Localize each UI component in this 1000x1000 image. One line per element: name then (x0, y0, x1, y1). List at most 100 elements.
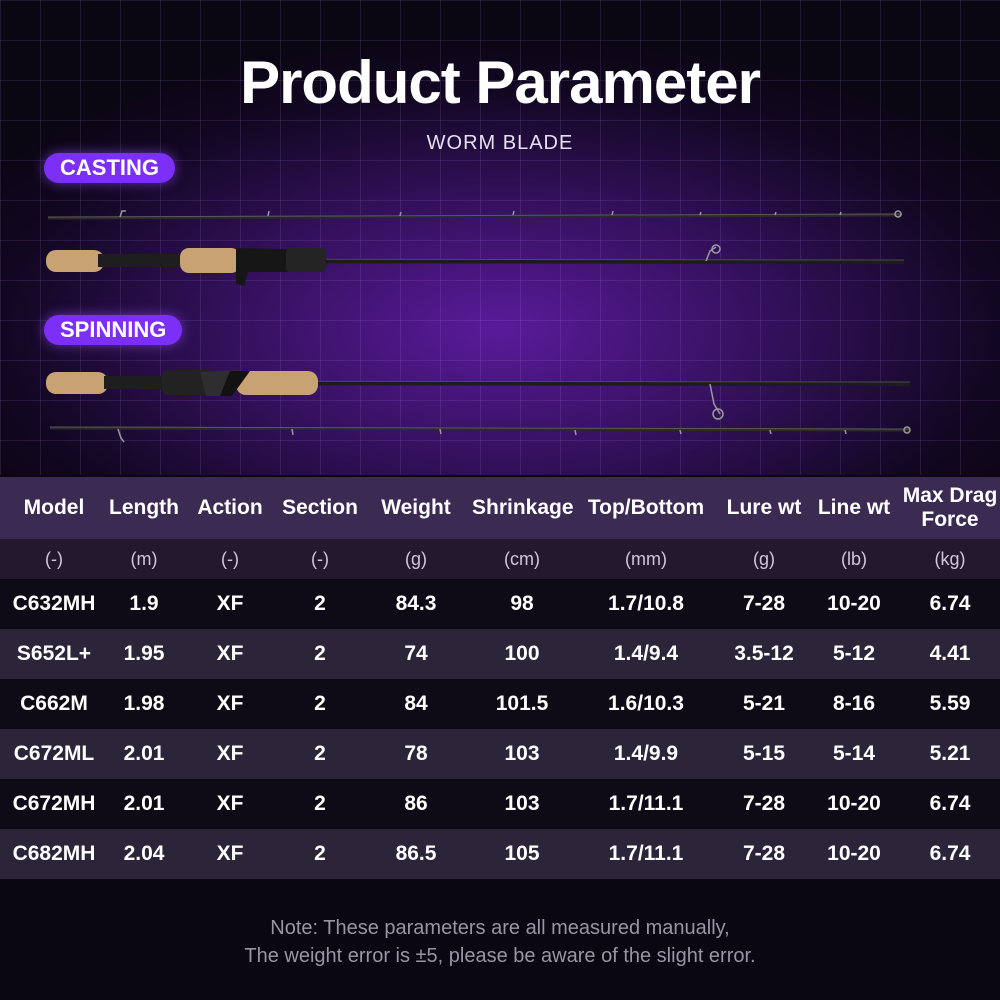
header-length: Length (109, 496, 179, 519)
cell-shrinkage: 103 (504, 792, 540, 815)
unit-line-wt: (lb) (841, 548, 867, 569)
cell-shrinkage: 105 (504, 842, 540, 865)
casting-rod-tip-section (47, 210, 903, 220)
cell-weight: 78 (404, 742, 428, 765)
cell-lure-wt: 7-28 (742, 842, 786, 865)
cell-action: XF (216, 842, 244, 865)
cell-weight: 74 (404, 642, 428, 665)
page-title: Product Parameter (240, 49, 761, 116)
header-line-wt: Line wt (817, 496, 891, 519)
unit-top-bottom: (mm) (625, 548, 667, 569)
cell-section: 2 (314, 642, 326, 665)
cell-top-bottom: 1.7/11.1 (608, 842, 684, 865)
casting-rod-butt-section (46, 244, 905, 286)
header-action: Action (197, 496, 263, 519)
cell-line-wt: 10-20 (827, 592, 881, 615)
cell-length: 2.04 (123, 842, 165, 865)
cell-line-wt: 5-14 (832, 742, 876, 765)
unit-max-drag-force: (kg) (934, 548, 966, 569)
cell-line-wt: 5-12 (832, 642, 876, 665)
cell-line-wt: 10-20 (827, 792, 881, 815)
cell-model: C682MH (12, 842, 96, 865)
cell-max-drag-force: 5.59 (929, 692, 971, 715)
cell-max-drag-force: 4.41 (929, 642, 971, 665)
cell-model: C672MH (12, 792, 96, 815)
cell-lure-wt: 7-28 (742, 792, 786, 815)
unit-section: (-) (311, 548, 329, 569)
header-top-bottom: Top/Bottom (587, 496, 705, 519)
header-shrinkage: Shrinkage (472, 496, 574, 519)
cell-section: 2 (314, 692, 326, 715)
table-row: C662M 1.98 XF 2 84 101.5 1.6/10.3 5-21 8… (0, 679, 1000, 729)
cell-lure-wt: 3.5-12 (734, 642, 794, 665)
background-grid (0, 0, 1000, 475)
cell-length: 1.9 (129, 592, 159, 615)
cell-section: 2 (314, 842, 326, 865)
cell-section: 2 (314, 742, 326, 765)
header-weight: Weight (381, 496, 451, 519)
cell-weight: 86 (404, 792, 428, 815)
cell-model: S652L+ (16, 642, 92, 665)
cell-top-bottom: 1.4/9.4 (613, 642, 679, 665)
cell-action: XF (216, 742, 244, 765)
unit-length: (m) (130, 548, 158, 569)
cell-model: C662M (20, 692, 88, 715)
cell-line-wt: 8-16 (832, 692, 876, 715)
table-row: C682MH 2.04 XF 2 86.5 105 1.7/11.1 7-28 … (0, 829, 1000, 879)
spinning-rod-butt-section (46, 370, 911, 420)
note-line-2: The weight error is ±5, please be aware … (244, 945, 756, 967)
cell-lure-wt: 7-28 (742, 592, 786, 615)
unit-shrinkage: (cm) (504, 548, 540, 569)
table-row: C672ML 2.01 XF 2 78 103 1.4/9.9 5-15 5-1… (0, 729, 1000, 779)
cell-section: 2 (314, 592, 326, 615)
table-row: C672MH 2.01 XF 2 86 103 1.7/11.1 7-28 10… (0, 779, 1000, 829)
hero-banner: Product Parameter WORM BLADE CASTING SPI… (0, 0, 1000, 475)
parameter-table: Model Length Action Section Weight Shrin… (0, 477, 1000, 879)
cell-shrinkage: 103 (504, 742, 540, 765)
cell-action: XF (216, 592, 244, 615)
cell-weight: 84.3 (395, 592, 437, 615)
spinning-rod-tip-section (49, 426, 911, 443)
cell-length: 1.98 (123, 692, 165, 715)
cell-lure-wt: 5-21 (742, 692, 786, 715)
cell-model: C672ML (13, 742, 95, 765)
cell-max-drag-force: 5.21 (929, 742, 971, 765)
cell-length: 1.95 (123, 642, 165, 665)
table-header-row: Model Length Action Section Weight Shrin… (0, 477, 1000, 539)
cell-weight: 84 (404, 692, 428, 715)
header-lure-wt: Lure wt (726, 496, 802, 519)
note-line-1: Note: These parameters are all measured … (270, 917, 730, 939)
cell-shrinkage: 100 (504, 642, 540, 665)
cell-line-wt: 10-20 (827, 842, 881, 865)
casting-tag: CASTING (44, 153, 175, 183)
unit-weight: (g) (405, 548, 427, 569)
cell-weight: 86.5 (395, 842, 437, 865)
spinning-tag: SPINNING (44, 315, 183, 345)
unit-lure-wt: (g) (753, 548, 775, 569)
rods-illustration (46, 210, 911, 443)
cell-action: XF (216, 692, 244, 715)
cell-top-bottom: 1.7/11.1 (608, 792, 684, 815)
header-section: Section (282, 496, 358, 519)
cell-model: C632MH (12, 592, 96, 615)
cell-length: 2.01 (123, 742, 165, 765)
cell-shrinkage: 98 (510, 592, 534, 615)
table-units-row: (-) (m) (-) (-) (g) (cm) (mm) (g) (lb) (… (0, 539, 1000, 579)
page-subtitle: WORM BLADE (426, 132, 574, 154)
cell-top-bottom: 1.4/9.9 (613, 742, 679, 765)
cell-action: XF (216, 642, 244, 665)
cell-top-bottom: 1.7/10.8 (608, 592, 684, 615)
unit-action: (-) (221, 548, 239, 569)
cell-max-drag-force: 6.74 (929, 842, 971, 865)
cell-lure-wt: 5-15 (742, 742, 786, 765)
cell-action: XF (216, 792, 244, 815)
cell-max-drag-force: 6.74 (929, 792, 971, 815)
table-row: S652L+ 1.95 XF 2 74 100 1.4/9.4 3.5-12 5… (0, 629, 1000, 679)
cell-shrinkage: 101.5 (495, 692, 549, 715)
table-row: C632MH 1.9 XF 2 84.3 98 1.7/10.8 7-28 10… (0, 579, 1000, 629)
unit-model: (-) (45, 548, 63, 569)
header-model: Model (23, 496, 85, 519)
cell-section: 2 (314, 792, 326, 815)
cell-top-bottom: 1.6/10.3 (608, 692, 684, 715)
header-max-drag-force: Max Drag Force (902, 484, 998, 531)
